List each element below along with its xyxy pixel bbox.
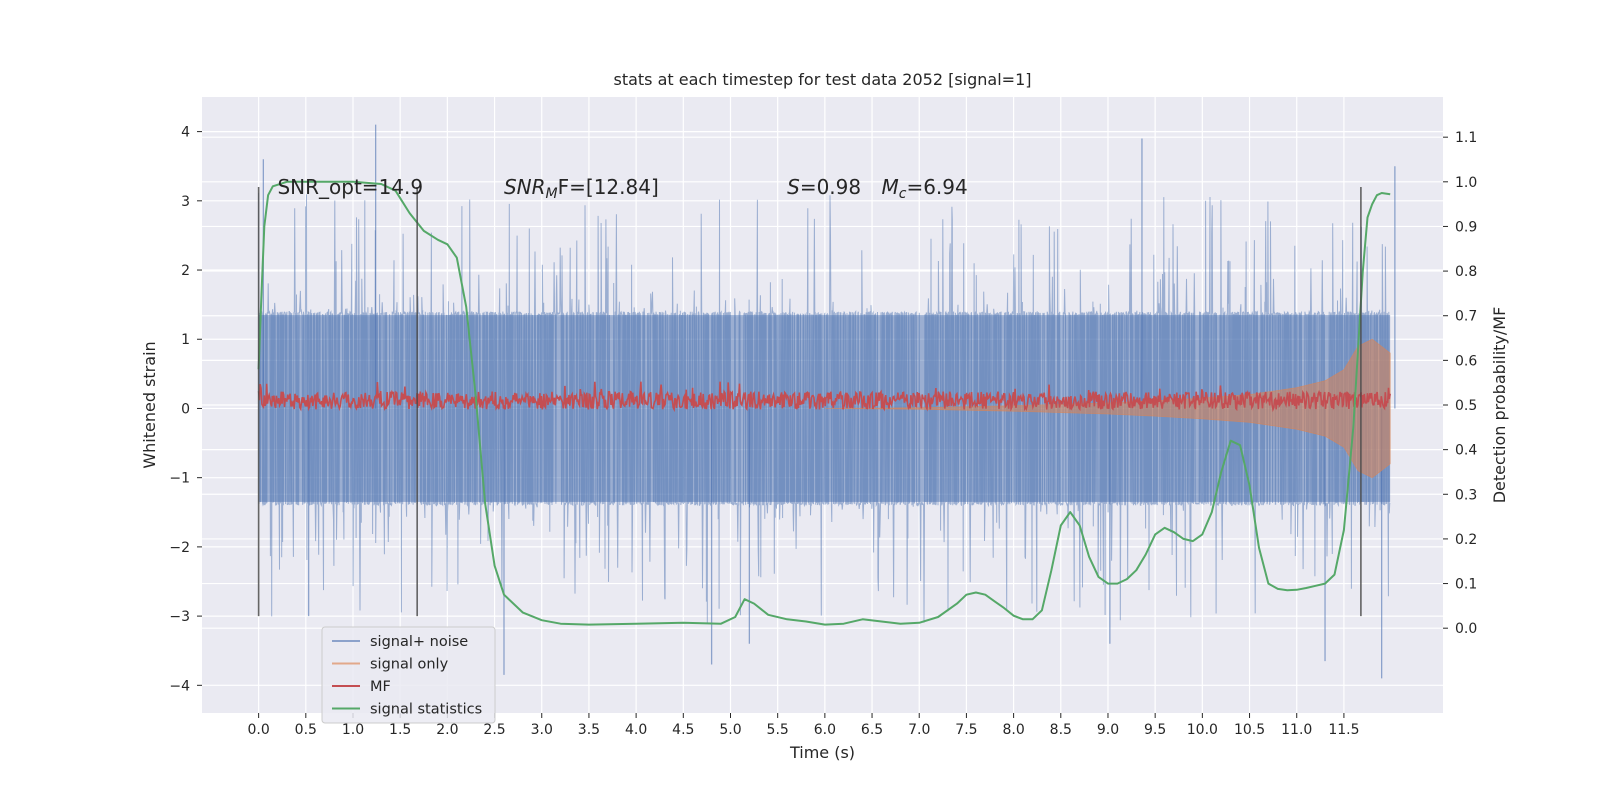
annotation-text: S=0.98 bbox=[787, 175, 861, 199]
mf-line bbox=[257, 381, 1391, 413]
annotations: SNR_opt=14.9 SNRMF=[12.84] S=0.98 Mc=6.94 bbox=[277, 175, 967, 202]
y2-tick-label: 1.1 bbox=[1455, 130, 1477, 146]
annotation-text: SNRMF=[12.84] bbox=[504, 175, 659, 202]
y2-tick-label: 0.2 bbox=[1455, 532, 1477, 548]
x-tick-label: 7.5 bbox=[955, 722, 977, 738]
y2-tick-label: 0.7 bbox=[1455, 309, 1477, 325]
x-tick-label: 0.5 bbox=[295, 722, 317, 738]
y2-tick-label: 0.6 bbox=[1455, 353, 1477, 369]
x-tick-label: 9.5 bbox=[1144, 722, 1166, 738]
y-tick-label: −1 bbox=[169, 471, 190, 487]
x-tick-label: 10.0 bbox=[1187, 722, 1218, 738]
legend-label: signal statistics bbox=[370, 702, 482, 718]
y2-tick-label: 0.1 bbox=[1455, 577, 1477, 593]
y2-tick-label: 0.3 bbox=[1455, 487, 1477, 503]
axes: 0.0 0.5 1.0 1.5 2.0 2.5 3.0 3.5 4.0 4.5 5.0 5.5 6.0 6… bbox=[169, 125, 1477, 738]
x-tick-label: 3.5 bbox=[578, 722, 600, 738]
x-tick-label: 1.0 bbox=[342, 722, 364, 738]
y2-tick-label: 0.0 bbox=[1455, 621, 1477, 637]
y-tick-label: −4 bbox=[169, 678, 190, 694]
y-tick-label: 4 bbox=[181, 125, 190, 141]
x-tick-label: 1.5 bbox=[389, 722, 411, 738]
x-tick-label: 7.0 bbox=[908, 722, 930, 738]
x-tick-label: 8.0 bbox=[1002, 722, 1024, 738]
x-tick-label: 5.5 bbox=[767, 722, 789, 738]
annotation-text: SNR_opt=14.9 bbox=[277, 175, 423, 199]
y2-axis-label: Detection probability/MF bbox=[1490, 307, 1509, 504]
y-tick-label: −3 bbox=[169, 609, 190, 625]
y2-tick-label: 0.8 bbox=[1455, 264, 1477, 280]
signal-noise-line bbox=[258, 192, 1391, 623]
x-tick-label: 11.0 bbox=[1281, 722, 1312, 738]
y2-tick-label: 0.9 bbox=[1455, 219, 1477, 235]
signal-statistics-line bbox=[257, 180, 1391, 626]
vertical-markers bbox=[257, 186, 1362, 617]
x-tick-label: 0.0 bbox=[247, 722, 269, 738]
x-tick-label: 3.0 bbox=[531, 722, 553, 738]
y2-tick-label: 0.5 bbox=[1455, 398, 1477, 414]
annotation-text: Mc=6.94 bbox=[881, 175, 967, 202]
x-tick-label: 6.0 bbox=[814, 722, 836, 738]
chart-title: stats at each timestep for test data 205… bbox=[613, 70, 1031, 89]
series-layer bbox=[257, 124, 1396, 679]
legend-label: signal only bbox=[370, 657, 449, 673]
y-tick-label: 2 bbox=[181, 263, 190, 279]
x-tick-label: 4.0 bbox=[625, 722, 647, 738]
x-tick-label: 10.5 bbox=[1234, 722, 1265, 738]
y-axis-label: Whitened strain bbox=[140, 341, 159, 468]
x-tick-label: 2.0 bbox=[436, 722, 458, 738]
x-tick-label: 11.5 bbox=[1328, 722, 1359, 738]
y2-tick-label: 0.4 bbox=[1455, 443, 1477, 459]
x-tick-label: 9.0 bbox=[1097, 722, 1119, 738]
legend: signal+ noise signal only MF signal statist… bbox=[321, 626, 496, 724]
y2-tick-label: 1.0 bbox=[1455, 175, 1477, 191]
x-tick-label: 8.5 bbox=[1050, 722, 1072, 738]
legend-box bbox=[321, 626, 496, 724]
y-tick-label: 0 bbox=[181, 401, 190, 417]
legend-label: MF bbox=[370, 679, 391, 695]
x-axis-label: Time (s) bbox=[789, 743, 855, 762]
y-tick-label: 3 bbox=[181, 194, 190, 210]
y-tick-label: −2 bbox=[169, 540, 190, 556]
y-tick-label: 1 bbox=[181, 332, 190, 348]
x-tick-label: 2.5 bbox=[483, 722, 505, 738]
x-tick-label: 5.0 bbox=[719, 722, 741, 738]
x-tick-label: 4.5 bbox=[672, 722, 694, 738]
x-tick-label: 6.5 bbox=[861, 722, 883, 738]
legend-label: signal+ noise bbox=[370, 634, 468, 650]
